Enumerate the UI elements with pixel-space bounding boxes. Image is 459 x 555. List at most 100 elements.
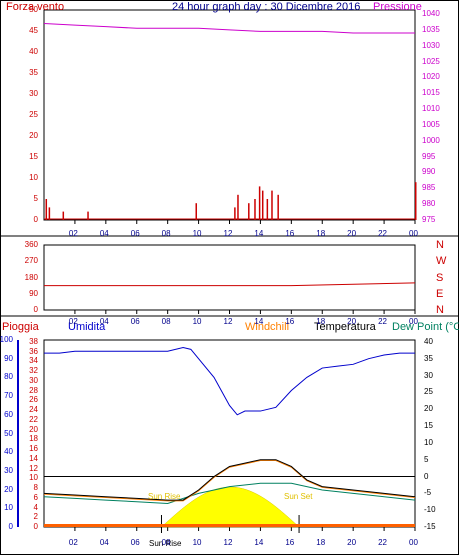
humidity-label: Umidita — [68, 321, 106, 333]
x-tick-label: 04 — [99, 538, 109, 547]
temperature-tick-label: -5 — [424, 488, 432, 498]
pressure-tick-label: 1000 — [422, 135, 440, 145]
sunrise-label: Sun Rise — [148, 492, 181, 501]
wind-bar — [248, 203, 250, 220]
x-tick-label: 02 — [68, 317, 78, 326]
dewpoint-label: Dew Point (°C — [392, 321, 459, 333]
pressure-tick-label: 1010 — [422, 104, 440, 114]
panel2-border — [43, 244, 416, 311]
x-tick-label: 20 — [347, 538, 357, 547]
x-tick-label: 14 — [254, 538, 264, 547]
humidity-tick-label: 90 — [4, 353, 13, 363]
humidity-tick-label: 30 — [4, 465, 13, 475]
temperature-tick-label: 25 — [424, 387, 433, 397]
rain-label: Pioggia — [2, 321, 39, 333]
dewpoint-series-line — [43, 482, 416, 504]
x-tick-label: 00 — [409, 317, 418, 326]
direction-tick-label: 90 — [29, 288, 38, 298]
x-tick-label: 22 — [378, 317, 387, 326]
rain-tick-label: 8 — [33, 483, 38, 493]
wind-bar — [261, 190, 264, 220]
rain-tick-label: 36 — [29, 346, 38, 356]
humidity-tick-label: 0 — [8, 522, 13, 531]
rain-tick-label: 10 — [29, 473, 38, 483]
x-tick-label: 08 — [161, 229, 171, 238]
temperature-tick-label: -10 — [424, 505, 436, 515]
wind-bar — [195, 203, 197, 220]
x-tick-label: 10 — [192, 538, 202, 547]
wind-speed-label: Forza vento — [6, 1, 65, 13]
humidity-tick-label: 20 — [4, 484, 13, 494]
temperature-tick-label: 30 — [424, 370, 433, 380]
wind-bar — [87, 211, 89, 220]
x-tick-label: 04 — [99, 317, 109, 326]
rain-tick-label: 26 — [29, 395, 38, 405]
rain-tick-label: 28 — [29, 385, 38, 395]
direction-tick-label: 0 — [33, 305, 38, 314]
x-tick-label: 02 — [68, 229, 78, 238]
pressure-tick-label: 1015 — [422, 88, 440, 98]
humidity-tick-label: 60 — [4, 409, 13, 419]
pressure-series-line — [43, 23, 415, 34]
pressure-label: Pressione — [373, 1, 422, 13]
x-tick-label: 10 — [192, 317, 202, 326]
rain-tick-label: 32 — [29, 366, 38, 376]
x-tick-label: 00 — [409, 538, 418, 547]
wind-bar — [45, 199, 48, 220]
rain-tick-label: 30 — [29, 375, 38, 385]
pressure-tick-label: 985 — [422, 183, 436, 193]
wind-bar — [234, 207, 236, 220]
x-tick-label: 16 — [285, 317, 295, 326]
direction-letter: N — [436, 304, 444, 316]
x-tick-label: 08 — [161, 317, 171, 326]
direction-letter: W — [436, 255, 447, 268]
rain-tick-label: 16 — [29, 444, 38, 454]
wind-tick-label: 45 — [29, 26, 38, 35]
wind-tick-label: 50 — [29, 5, 38, 14]
pressure-tick-label: 1040 — [422, 9, 440, 18]
pressure-tick-label: 1005 — [422, 119, 440, 129]
x-tick-label: 10 — [192, 229, 202, 238]
wind-bar — [48, 207, 51, 220]
pressure-tick-label: 980 — [422, 199, 436, 209]
rain-tick-label: 6 — [33, 492, 38, 502]
wind-bar — [258, 186, 261, 220]
temperature-tick-label: 40 — [424, 337, 433, 346]
wind-tick-label: 40 — [29, 47, 38, 56]
rain-tick-label: 22 — [29, 414, 38, 424]
humidity-tick-label: 80 — [4, 372, 13, 382]
rain-tick-label: 38 — [29, 337, 38, 346]
rain-tick-label: 20 — [29, 424, 38, 434]
direction-tick-label: 360 — [24, 240, 38, 249]
rain-tick-label: 0 — [33, 522, 38, 531]
panel1-border — [43, 9, 416, 221]
direction-letter: S — [436, 271, 444, 284]
temperature-tick-label: 10 — [424, 437, 433, 447]
wind-tick-label: 35 — [29, 68, 38, 77]
pressure-tick-label: 990 — [422, 167, 436, 177]
temperature-tick-label: 0 — [424, 471, 429, 481]
x-tick-label: 12 — [223, 317, 233, 326]
temperature-tick-label: 15 — [424, 421, 433, 431]
windchill-series-line — [43, 460, 416, 502]
graph-title: 24 hour graph day : 30 Dicembre 2016 — [172, 1, 361, 13]
wind-tick-label: 15 — [29, 152, 38, 161]
sunset-label: Sun Set — [284, 492, 313, 501]
x-tick-label: 18 — [316, 317, 326, 326]
sunrise-axis-label: Sun Rise — [149, 539, 182, 548]
x-tick-label: 18 — [316, 229, 326, 238]
humidity-tick-label: 100 — [0, 335, 13, 344]
x-tick-label: 22 — [378, 229, 387, 238]
rain-tick-label: 24 — [29, 405, 38, 415]
wind-bar — [277, 194, 279, 220]
rain-tick-label: 4 — [33, 502, 38, 512]
wind-bar — [254, 199, 256, 220]
humidity-tick-label: 10 — [4, 503, 13, 513]
x-tick-label: 20 — [347, 229, 357, 238]
wind-tick-label: 20 — [29, 131, 38, 140]
wind-tick-label: 10 — [29, 173, 38, 182]
wind-bar — [62, 211, 65, 220]
rain-tick-label: 2 — [33, 512, 38, 522]
x-tick-label: 18 — [316, 538, 326, 547]
